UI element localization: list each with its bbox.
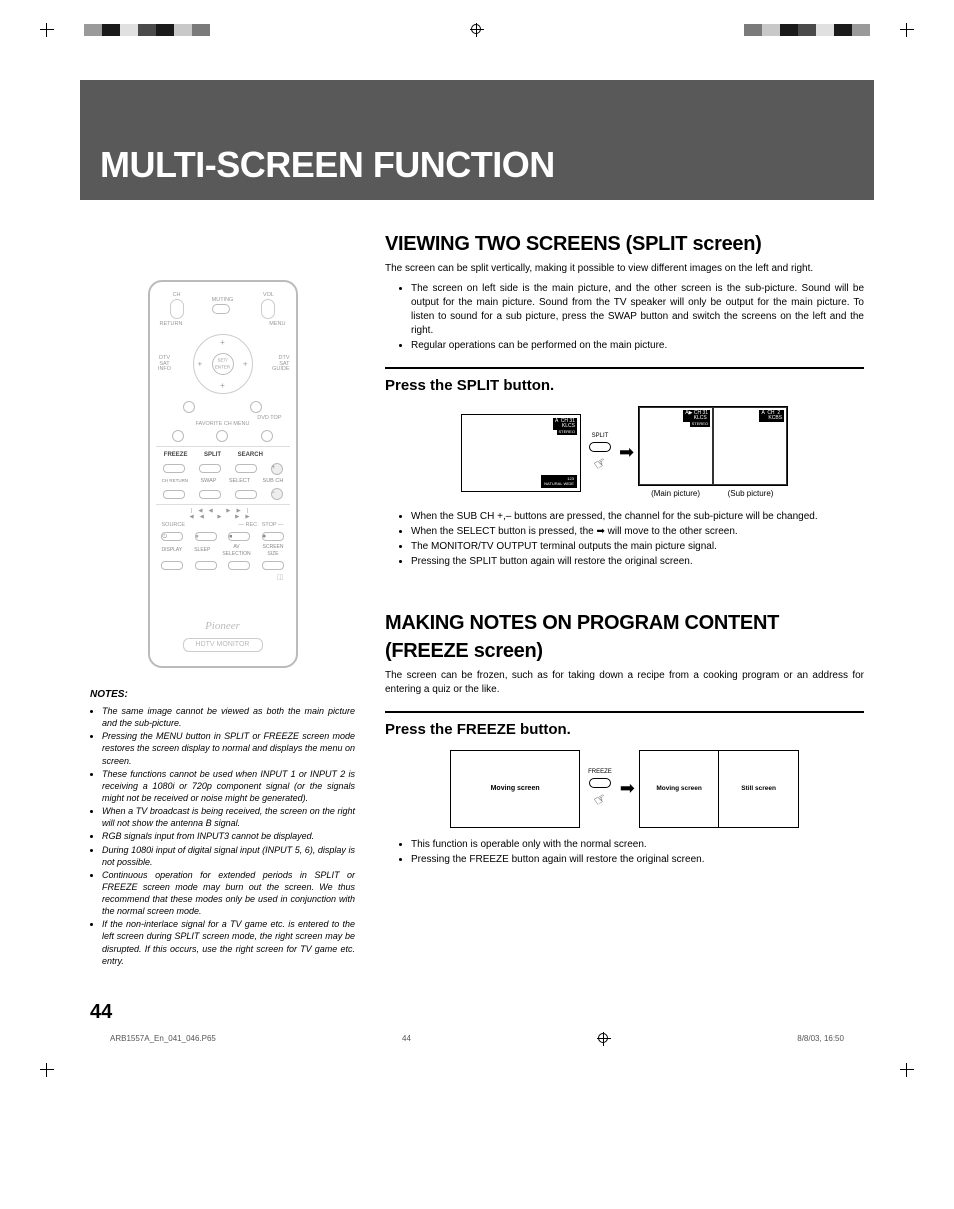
section1-step-heading: Press the SPLIT button.	[385, 367, 864, 396]
section1-top-bullets: The screen on left side is the main pict…	[385, 282, 864, 353]
note-item: If the non-interlace signal for a TV gam…	[102, 918, 355, 967]
note-item: RGB signals input from INPUT3 cannot be …	[102, 830, 355, 842]
footer-page: 44	[402, 1033, 411, 1044]
note-item: Pressing the MENU button in SPLIT or FRE…	[102, 730, 355, 766]
bullet-item: Pressing the SPLIT button again will res…	[411, 555, 864, 569]
bullet-item: The screen on left side is the main pict…	[411, 282, 864, 338]
remote-label-chreturn: CH RETURN	[162, 478, 189, 484]
note-item: When a TV broadcast is being received, t…	[102, 805, 355, 829]
footer-filename: ARB1557A_En_041_046.P65	[110, 1033, 216, 1044]
remote-label-swap: SWAP	[200, 478, 216, 486]
remote-label-favorite: FAVORITE CH MENU	[156, 422, 290, 428]
arrow-icon: ➡	[619, 440, 634, 465]
remote-sublogo: HDTV MONITOR	[183, 638, 263, 652]
section2-heading: MAKING NOTES ON PROGRAM CONTENT (FREEZE …	[385, 609, 864, 665]
tv-after-split: A▶ CH 31 KLCS STEREO A CH 2 KCBS	[638, 406, 788, 486]
remote-label-subch: SUB CH	[263, 478, 284, 486]
section2-bullets: This function is operable only with the …	[385, 838, 864, 867]
print-marks-top	[40, 20, 914, 40]
remote-label-dtv-guide: DTV SAT GUIDE	[272, 356, 290, 373]
section2-intro: The screen can be frozen, such as for ta…	[385, 669, 864, 697]
split-diagram: A CH 31 KLCS STEREO 123 NATURAL WIDE SPL…	[385, 406, 864, 499]
remote-control-illustration: CH MUTING VOL RETURN MENU DTV SAT INFO +…	[148, 280, 298, 668]
color-bars-right	[744, 24, 870, 36]
remote-logo: Pioneer	[156, 619, 290, 634]
remote-label-sleep: SLEEP	[194, 547, 210, 554]
bullet-item: When the SUB CH +,– buttons are pressed,…	[411, 510, 864, 524]
crop-mark	[40, 1063, 54, 1077]
section1-heading: VIEWING TWO SCREENS (SPLIT screen)	[385, 230, 864, 258]
section1-bottom-bullets: When the SUB CH +,– buttons are pressed,…	[385, 510, 864, 569]
note-item: Continuous operation for extended period…	[102, 869, 355, 918]
natural-wide-indicator: 123 NATURAL WIDE	[541, 475, 577, 488]
page-number: 44	[40, 998, 914, 1026]
freeze-button-press: FREEZE ☞	[588, 768, 612, 810]
print-marks-bottom	[40, 1060, 914, 1080]
section-title-block: MULTI-SCREEN FUNCTION	[80, 80, 874, 200]
remote-label-return: RETURN	[160, 322, 183, 328]
registration-mark	[597, 1032, 611, 1046]
diagram-btn-label: SPLIT	[592, 432, 609, 440]
caption-sub: (Sub picture)	[713, 488, 788, 499]
stereo-indicator: STEREO	[557, 429, 577, 435]
notes-heading: NOTES:	[90, 688, 355, 702]
moving-label: Moving screen	[656, 784, 702, 793]
bullet-item: Pressing the FREEZE button again will re…	[411, 853, 864, 867]
remote-label-search: SEARCH	[238, 451, 263, 459]
remote-label-vol: VOL	[261, 293, 275, 299]
stereo-indicator: STEREO	[690, 421, 710, 427]
tv-freeze-after: Moving screen Still screen	[639, 750, 799, 828]
note-item: During 1080i input of digital signal inp…	[102, 844, 355, 868]
bullet-item: Regular operations can be performed on t…	[411, 339, 864, 353]
sub-channel-indicator: A CH 2 KCBS	[759, 410, 784, 422]
bullet-item: The MONITOR/TV OUTPUT terminal outputs t…	[411, 540, 864, 554]
tv-before: A CH 31 KLCS STEREO 123 NATURAL WIDE	[461, 414, 581, 492]
bullet-item: This function is operable only with the …	[411, 838, 864, 852]
crop-mark	[40, 23, 54, 37]
color-bars-left	[84, 24, 210, 36]
split-button-press: SPLIT ☞	[589, 432, 611, 474]
footer-datetime: 8/8/03, 16:50	[797, 1033, 844, 1044]
registration-mark	[470, 23, 484, 37]
hand-icon: ☞	[590, 788, 611, 811]
remote-label-dtv-info: DTV SAT INFO	[156, 356, 174, 373]
crop-mark	[900, 23, 914, 37]
notes-section: NOTES: The same image cannot be viewed a…	[90, 688, 355, 967]
section2-step-heading: Press the FREEZE button.	[385, 711, 864, 740]
remote-label-menu: MENU	[269, 322, 285, 328]
freeze-diagram: Moving screen FREEZE ☞ ➡ Moving screen S…	[385, 750, 864, 828]
remote-label-select: SELECT	[229, 478, 250, 486]
remote-label-screen: SCREEN SIZE	[263, 544, 284, 558]
notes-list: The same image cannot be viewed as both …	[90, 705, 355, 967]
tv-moving-before: Moving screen	[450, 750, 580, 828]
footer-metadata: ARB1557A_En_041_046.P65 44 8/8/03, 16:50	[40, 1026, 914, 1046]
remote-transport: ◀◀ ▶ ▶▶	[156, 515, 290, 521]
moving-label: Moving screen	[491, 784, 540, 794]
remote-label-source: SOURCE	[162, 523, 186, 529]
diagram-btn-label: FREEZE	[588, 768, 612, 776]
remote-label-muting: MUTING	[212, 298, 234, 304]
bullet-item: When the SELECT button is pressed, the ➡…	[411, 525, 864, 539]
arrow-icon: ➡	[620, 776, 635, 801]
crop-mark	[900, 1063, 914, 1077]
note-item: These functions cannot be used when INPU…	[102, 768, 355, 804]
section1-intro: The screen can be split vertically, maki…	[385, 262, 864, 276]
hand-icon: ☞	[590, 453, 611, 476]
remote-label-freeze: FREEZE	[164, 451, 188, 459]
still-label: Still screen	[741, 784, 776, 793]
caption-main: (Main picture)	[638, 488, 713, 499]
remote-label-ch: CH	[170, 293, 184, 299]
remote-label-split: SPLIT	[204, 451, 221, 459]
remote-dpad: + + + +	[193, 334, 253, 394]
page-title: MULTI-SCREEN FUNCTION	[100, 140, 854, 190]
note-item: The same image cannot be viewed as both …	[102, 705, 355, 729]
remote-label-av: AV SELECTION	[222, 544, 250, 558]
remote-label-display: DISPLAY	[161, 547, 182, 554]
